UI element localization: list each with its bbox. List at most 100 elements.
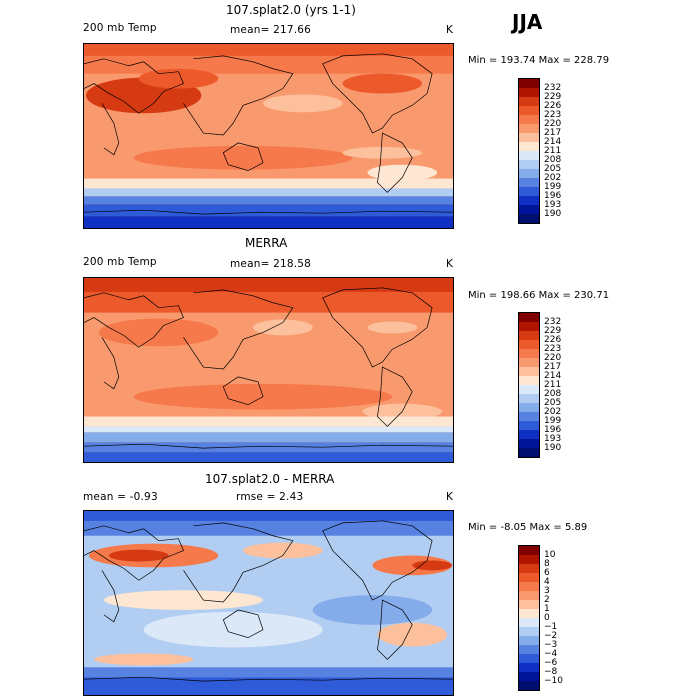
panel3-map <box>83 510 454 696</box>
colorbar-bin <box>519 340 539 349</box>
panel2-title: MERRA <box>245 236 288 250</box>
colorbar-level-label: 190 <box>544 443 562 453</box>
colorbar-level-label: 6 <box>544 568 550 578</box>
panel3-units: K <box>446 491 454 503</box>
colorbar-level-label: 217 <box>544 128 562 138</box>
colorbar-bin <box>519 214 539 223</box>
colorbar-bin <box>519 403 539 412</box>
colorbar-bin <box>519 582 539 591</box>
panel1-mean-label: mean= 217.66 <box>230 24 312 36</box>
colorbar-level-label: 3 <box>544 586 550 596</box>
colorbar-bin <box>519 79 539 88</box>
colorbar-bin <box>519 151 539 160</box>
colorbar-bin <box>519 681 539 690</box>
colorbar-bin <box>519 385 539 394</box>
panel3-colorbar <box>518 545 540 691</box>
colorbar-level-label: 211 <box>544 380 562 390</box>
colorbar-bin <box>519 564 539 573</box>
colorbar-level-label: 223 <box>544 110 562 120</box>
colorbar-bin <box>519 322 539 331</box>
colorbar-bin <box>519 115 539 124</box>
colorbar-level-label: 193 <box>544 200 562 210</box>
colorbar-bin <box>519 178 539 187</box>
colorbar-level-label: 0 <box>544 613 550 623</box>
colorbar-bin <box>519 448 539 457</box>
colorbar-bin <box>519 394 539 403</box>
colorbar-bin <box>519 618 539 627</box>
colorbar-level-label: 196 <box>544 191 562 201</box>
colorbar-level-label: 226 <box>544 335 562 345</box>
panel3-rmse-label: rmse = 2.43 <box>236 491 304 503</box>
colorbar-bin <box>519 142 539 151</box>
colorbar-bin <box>519 672 539 681</box>
colorbar-level-label: 199 <box>544 182 562 192</box>
colorbar-bin <box>519 412 539 421</box>
colorbar-level-label: 205 <box>544 164 562 174</box>
colorbar-level-label: 208 <box>544 155 562 165</box>
colorbar-level-label: 214 <box>544 371 562 381</box>
panel2-minmax: Min = 198.66 Max = 230.71 <box>468 290 610 301</box>
colorbar-level-label: 4 <box>544 577 550 587</box>
colorbar-level-label: 190 <box>544 209 562 219</box>
colorbar-level-label: 208 <box>544 389 562 399</box>
colorbar-level-label: −1 <box>544 622 558 632</box>
colorbar-bin <box>519 160 539 169</box>
panel3-mean-label: mean = -0.93 <box>83 491 158 503</box>
panel2-map <box>83 277 454 463</box>
colorbar-bin <box>519 600 539 609</box>
panel1-units: K <box>446 24 454 36</box>
colorbar-level-label: 226 <box>544 101 562 111</box>
colorbar-level-label: 229 <box>544 326 562 336</box>
panel3-minmax: Min = -8.05 Max = 5.89 <box>468 522 588 533</box>
colorbar-level-label: 202 <box>544 407 562 417</box>
colorbar-level-label: 8 <box>544 559 550 569</box>
colorbar-level-label: 199 <box>544 416 562 426</box>
colorbar-level-label: 211 <box>544 146 562 156</box>
colorbar-level-label: 232 <box>544 83 562 93</box>
colorbar-bin <box>519 636 539 645</box>
colorbar-level-label: 214 <box>544 137 562 147</box>
colorbar-level-label: 202 <box>544 173 562 183</box>
colorbar-level-label: −4 <box>544 649 558 659</box>
colorbar-bin <box>519 196 539 205</box>
colorbar-bin <box>519 654 539 663</box>
panel2-mean-label: mean= 218.58 <box>230 258 312 270</box>
colorbar-bin <box>519 555 539 564</box>
colorbar-bin <box>519 97 539 106</box>
colorbar-level-label: 196 <box>544 425 562 435</box>
panel3-title: 107.splat2.0 - MERRA <box>205 472 335 486</box>
colorbar-level-label: 223 <box>544 344 562 354</box>
colorbar-level-label: 1 <box>544 604 550 614</box>
panel2-variable-label: 200 mb Temp <box>83 256 157 268</box>
colorbar-bin <box>519 331 539 340</box>
colorbar-bin <box>519 663 539 672</box>
colorbar-bin <box>519 591 539 600</box>
colorbar-level-label: 193 <box>544 434 562 444</box>
colorbar-level-label: 220 <box>544 119 562 129</box>
colorbar-level-label: 220 <box>544 353 562 363</box>
colorbar-bin <box>519 106 539 115</box>
colorbar-bin <box>519 187 539 196</box>
colorbar-bin <box>519 358 539 367</box>
panel1-variable-label: 200 mb Temp <box>83 22 157 34</box>
colorbar-level-label: 229 <box>544 92 562 102</box>
colorbar-level-label: 217 <box>544 362 562 372</box>
colorbar-level-label: −2 <box>544 631 558 641</box>
season-label: JJA <box>512 10 543 34</box>
colorbar-level-label: 205 <box>544 398 562 408</box>
colorbar-level-label: 10 <box>544 550 556 560</box>
colorbar-bin <box>519 439 539 448</box>
colorbar-bin <box>519 349 539 358</box>
colorbar-bin <box>519 205 539 214</box>
colorbar-bin <box>519 376 539 385</box>
colorbar-bin <box>519 627 539 636</box>
colorbar-bin <box>519 421 539 430</box>
colorbar-level-label: 232 <box>544 317 562 327</box>
panel1-minmax: Min = 193.74 Max = 228.79 <box>468 55 610 66</box>
colorbar-bin <box>519 609 539 618</box>
panel2-units: K <box>446 258 454 270</box>
colorbar-bin <box>519 430 539 439</box>
colorbar-bin <box>519 313 539 322</box>
colorbar-bin <box>519 367 539 376</box>
panel1-title: 107.splat2.0 (yrs 1-1) <box>226 3 356 17</box>
